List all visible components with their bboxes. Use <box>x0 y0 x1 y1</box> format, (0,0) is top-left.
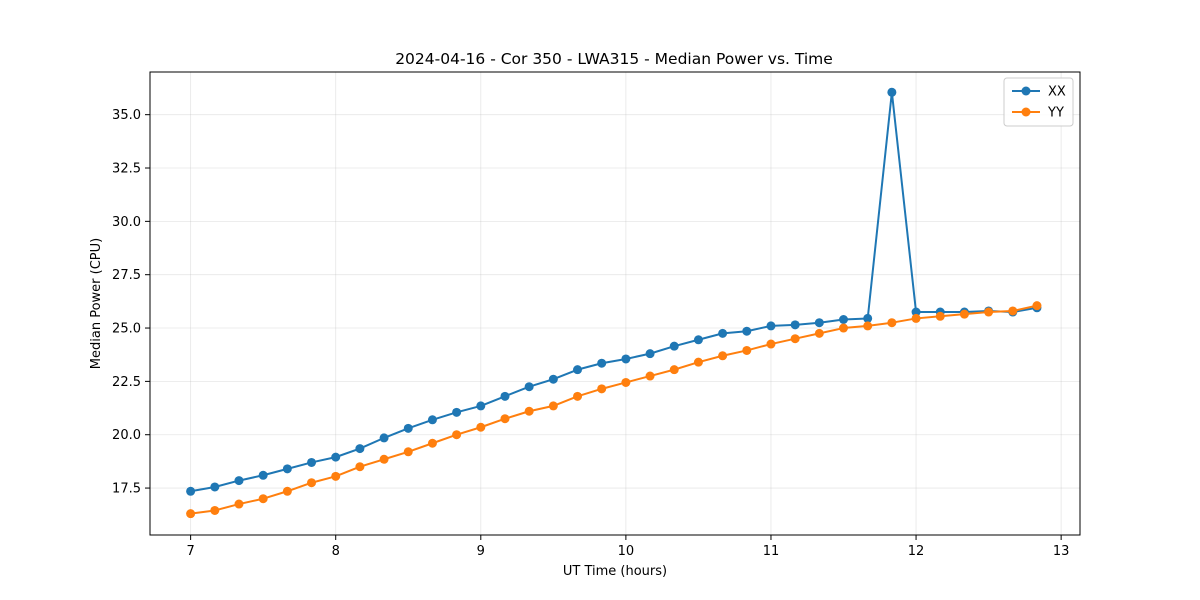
data-point-yy <box>597 384 607 394</box>
data-point-yy <box>331 471 341 481</box>
data-point-xx <box>234 476 244 486</box>
x-axis-title: UT Time (hours) <box>563 564 667 579</box>
data-point-yy <box>186 509 196 519</box>
data-point-yy <box>548 401 558 411</box>
data-point-yy <box>500 414 510 424</box>
legend-label-xx: XX <box>1048 85 1066 100</box>
data-point-xx <box>403 423 413 433</box>
y-tick-label: 27.5 <box>112 268 141 283</box>
plot-area-frame <box>149 71 1081 536</box>
data-point-xx <box>452 407 462 417</box>
data-point-yy <box>911 313 921 323</box>
legend-marker-xx <box>1021 86 1031 96</box>
data-point-yy <box>524 406 534 416</box>
data-point-xx <box>548 374 558 384</box>
x-tick-label: 13 <box>1053 544 1070 559</box>
data-point-xx <box>500 391 510 401</box>
legend-label-yy: YY <box>1047 106 1064 121</box>
data-point-yy <box>959 309 969 319</box>
x-tick-label: 9 <box>477 544 485 559</box>
data-point-xx <box>524 382 534 392</box>
data-point-yy <box>766 339 776 349</box>
data-point-yy <box>355 462 365 472</box>
grid-lines <box>150 72 1080 535</box>
data-point-yy <box>1008 306 1018 316</box>
data-point-yy <box>282 486 292 496</box>
x-tick-label: 10 <box>618 544 635 559</box>
data-point-xx <box>355 444 365 454</box>
data-point-xx <box>597 358 607 368</box>
data-point-xx <box>839 315 849 325</box>
x-tick-label: 12 <box>908 544 925 559</box>
data-point-xx <box>621 354 631 364</box>
data-point-yy <box>452 430 462 440</box>
y-tick-label: 20.0 <box>112 428 141 443</box>
series-layer <box>186 87 1042 519</box>
y-tick-label: 22.5 <box>112 375 141 390</box>
data-point-xx <box>186 486 196 496</box>
y-tick-label: 30.0 <box>112 215 141 230</box>
data-point-xx <box>693 335 703 345</box>
data-point-xx <box>742 326 752 336</box>
y-tick-label: 25.0 <box>112 322 141 337</box>
y-tick-label: 35.0 <box>112 108 141 123</box>
data-point-yy <box>984 307 994 317</box>
data-point-xx <box>669 341 679 351</box>
data-point-yy <box>379 454 389 464</box>
y-tick-label: 32.5 <box>112 162 141 177</box>
y-axis-title: Median Power (CPU) <box>89 238 104 369</box>
x-tick-label: 11 <box>763 544 780 559</box>
data-point-xx <box>766 321 776 331</box>
data-point-yy <box>863 321 873 331</box>
data-point-yy <box>693 357 703 367</box>
data-point-xx <box>210 482 220 492</box>
data-point-xx <box>379 433 389 443</box>
data-point-xx <box>573 365 583 375</box>
x-tick-label: 8 <box>332 544 340 559</box>
data-point-xx <box>307 457 317 467</box>
axis-ticks: 7 8 9 10 11 12 13 17.5 20.0 22.5 25.0 27.5 30.0 32.5 3… <box>112 108 1069 559</box>
data-point-yy <box>427 438 437 448</box>
data-point-xx <box>887 87 897 97</box>
data-point-yy <box>839 323 849 333</box>
data-point-yy <box>258 494 268 504</box>
data-point-xx <box>911 307 921 317</box>
y-tick-label: 17.5 <box>112 482 141 497</box>
data-point-yy <box>234 499 244 509</box>
data-point-yy <box>718 351 728 361</box>
data-point-xx <box>863 313 873 323</box>
data-point-xx <box>790 320 800 330</box>
data-point-yy <box>403 447 413 457</box>
data-point-yy <box>573 391 583 401</box>
data-point-yy <box>887 318 897 328</box>
data-point-yy <box>210 505 220 515</box>
chart-title: 2024-04-16 - Cor 350 - LWA315 - Median P… <box>395 50 833 68</box>
data-point-xx <box>258 470 268 480</box>
data-point-yy <box>742 345 752 355</box>
legend-marker-yy <box>1021 107 1031 117</box>
data-point-xx <box>718 328 728 338</box>
data-point-xx <box>814 318 824 328</box>
data-point-yy <box>814 328 824 338</box>
data-point-yy <box>645 371 655 381</box>
data-point-yy <box>307 478 317 488</box>
legend: XX YY <box>1003 77 1074 127</box>
data-point-yy <box>669 365 679 375</box>
x-tick-label: 7 <box>186 544 194 559</box>
data-point-xx <box>476 401 486 411</box>
data-point-xx <box>331 452 341 462</box>
data-point-yy <box>935 311 945 321</box>
data-point-xx <box>645 349 655 359</box>
data-point-yy <box>621 377 631 387</box>
data-point-yy <box>790 334 800 344</box>
data-point-xx <box>427 415 437 425</box>
data-point-yy <box>1032 301 1042 311</box>
data-point-yy <box>476 422 486 432</box>
data-point-xx <box>282 464 292 474</box>
